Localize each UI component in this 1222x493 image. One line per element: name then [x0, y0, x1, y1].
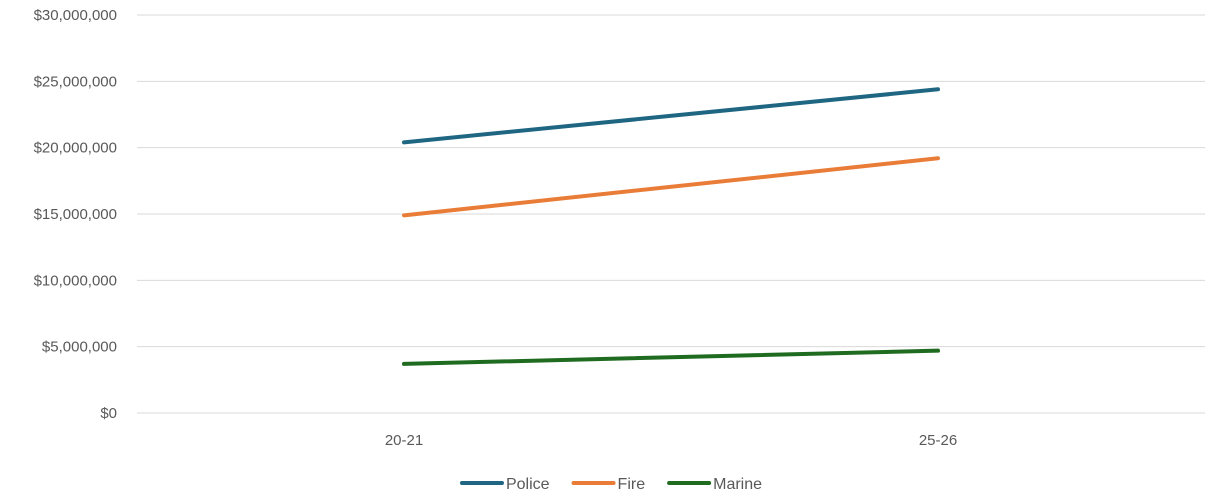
y-tick-label: $5,000,000	[42, 339, 117, 356]
series-line-fire	[402, 156, 940, 218]
series-line-police	[402, 87, 940, 145]
legend: Police Fire Marine	[459, 476, 762, 493]
series-line-marine	[402, 348, 940, 366]
legend-label: Police	[506, 476, 550, 493]
gridlines	[137, 14, 1205, 414]
x-tick-label: 20-21	[385, 432, 423, 449]
y-tick-label: $0	[100, 405, 117, 422]
y-tick-label: $10,000,000	[34, 272, 117, 289]
y-tick-label: $15,000,000	[34, 206, 117, 223]
x-axis-tick-labels: 20-21 25-26	[385, 432, 957, 449]
legend-label: Fire	[618, 476, 646, 493]
y-tick-label: $25,000,000	[34, 73, 117, 90]
legend-label: Marine	[713, 476, 762, 493]
x-tick-label: 25-26	[919, 432, 957, 449]
series-lines	[402, 87, 940, 366]
y-tick-label: $20,000,000	[34, 140, 117, 157]
y-tick-label: $30,000,000	[34, 7, 117, 24]
y-axis-tick-labels: $0 $5,000,000 $10,000,000 $15,000,000 $20,00…	[34, 7, 117, 422]
